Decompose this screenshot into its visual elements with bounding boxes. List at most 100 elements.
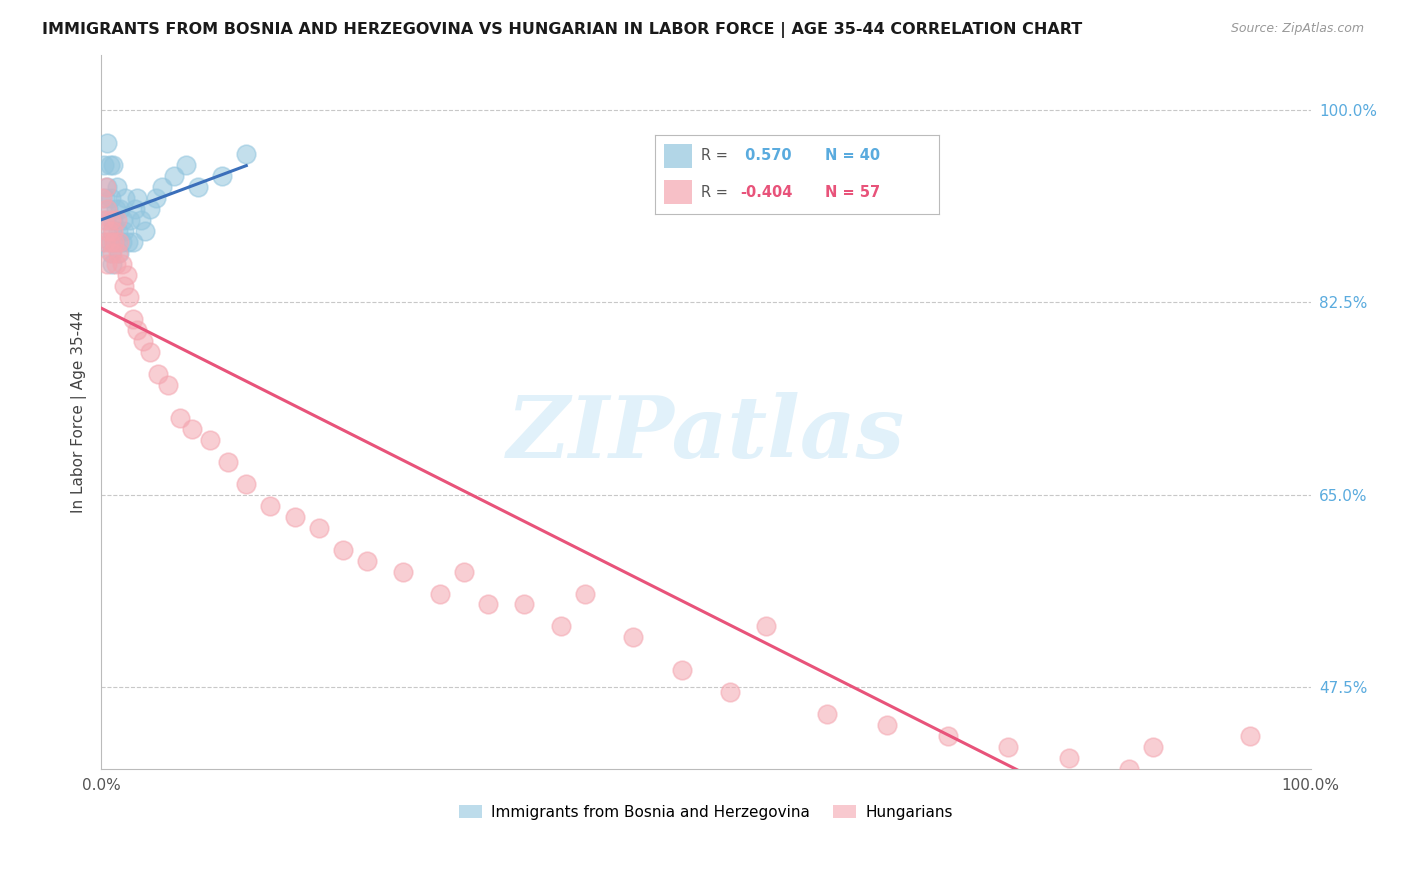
Text: N = 40: N = 40 [825, 148, 880, 163]
Point [94, 180, 117, 194]
Point [132, 334, 155, 348]
Point [108, 246, 131, 260]
Point [91, 191, 114, 205]
Point [392, 565, 415, 579]
Point [1202, 784, 1225, 798]
Point [997, 740, 1019, 755]
Point [104, 202, 127, 216]
Text: IMMIGRANTS FROM BOSNIA AND HERZEGOVINA VS HUNGARIAN IN LABOR FORCE | AGE 35-44 C: IMMIGRANTS FROM BOSNIA AND HERZEGOVINA V… [42, 22, 1083, 38]
Point [121, 311, 143, 326]
Point [111, 213, 134, 227]
Point [259, 499, 281, 513]
Point [98, 158, 121, 172]
Point [187, 180, 209, 194]
Point [96, 136, 118, 150]
Point [98, 235, 121, 249]
Point [104, 257, 127, 271]
Point [120, 213, 142, 227]
Point [217, 455, 239, 469]
Point [138, 202, 160, 216]
Point [936, 729, 959, 743]
Text: ZIPatlas: ZIPatlas [506, 392, 905, 475]
Point [150, 180, 173, 194]
Point [101, 246, 124, 260]
Point [112, 278, 135, 293]
Point [105, 213, 128, 227]
Text: R =: R = [700, 148, 733, 163]
Point [1057, 751, 1080, 765]
Point [235, 147, 257, 161]
Point [550, 619, 572, 633]
Point [815, 707, 838, 722]
Point [671, 664, 693, 678]
Text: 0.570: 0.570 [740, 148, 792, 163]
Point [621, 631, 644, 645]
Point [513, 598, 536, 612]
Text: -0.404: -0.404 [740, 185, 793, 200]
Point [96, 257, 118, 271]
Point [98, 235, 121, 249]
Point [100, 246, 122, 260]
Point [97, 202, 120, 216]
Legend: Immigrants from Bosnia and Herzegovina, Hungarians: Immigrants from Bosnia and Herzegovina, … [453, 798, 959, 826]
Point [145, 191, 167, 205]
Point [1178, 773, 1201, 788]
Point [574, 586, 596, 600]
Point [124, 202, 146, 216]
Point [114, 191, 136, 205]
Bar [664, 180, 692, 204]
Point [127, 323, 149, 337]
Point [91, 235, 114, 249]
Point [198, 433, 221, 447]
Point [110, 202, 132, 216]
Point [169, 410, 191, 425]
Point [118, 290, 141, 304]
Point [100, 213, 122, 227]
Point [103, 224, 125, 238]
Point [356, 553, 378, 567]
Point [1239, 729, 1261, 743]
Point [93, 158, 115, 172]
Point [121, 235, 143, 249]
Point [138, 344, 160, 359]
Point [108, 235, 131, 249]
Point [103, 235, 125, 249]
Point [107, 224, 129, 238]
Text: R =: R = [700, 185, 733, 200]
Point [94, 191, 117, 205]
Y-axis label: In Labor Force | Age 35-44: In Labor Force | Age 35-44 [72, 311, 87, 514]
Point [1142, 740, 1164, 755]
Point [332, 542, 354, 557]
Point [284, 509, 307, 524]
Bar [664, 144, 692, 168]
Point [429, 586, 451, 600]
Point [876, 718, 898, 732]
Point [718, 685, 741, 699]
Point [163, 169, 186, 183]
Point [1118, 762, 1140, 776]
Point [101, 224, 124, 238]
Point [156, 377, 179, 392]
Point [111, 235, 134, 249]
Point [308, 520, 330, 534]
Point [111, 257, 134, 271]
Point [129, 213, 152, 227]
Point [100, 191, 122, 205]
Point [94, 235, 117, 249]
Point [103, 235, 125, 249]
Point [93, 213, 115, 227]
Point [96, 180, 118, 194]
Point [112, 224, 135, 238]
Point [235, 476, 257, 491]
Point [107, 246, 129, 260]
Point [146, 367, 169, 381]
Point [174, 158, 197, 172]
Point [755, 619, 778, 633]
Point [105, 180, 128, 194]
Point [134, 224, 156, 238]
Point [180, 422, 202, 436]
Text: Source: ZipAtlas.com: Source: ZipAtlas.com [1230, 22, 1364, 36]
Point [103, 213, 125, 227]
Point [97, 224, 120, 238]
Point [94, 213, 117, 227]
